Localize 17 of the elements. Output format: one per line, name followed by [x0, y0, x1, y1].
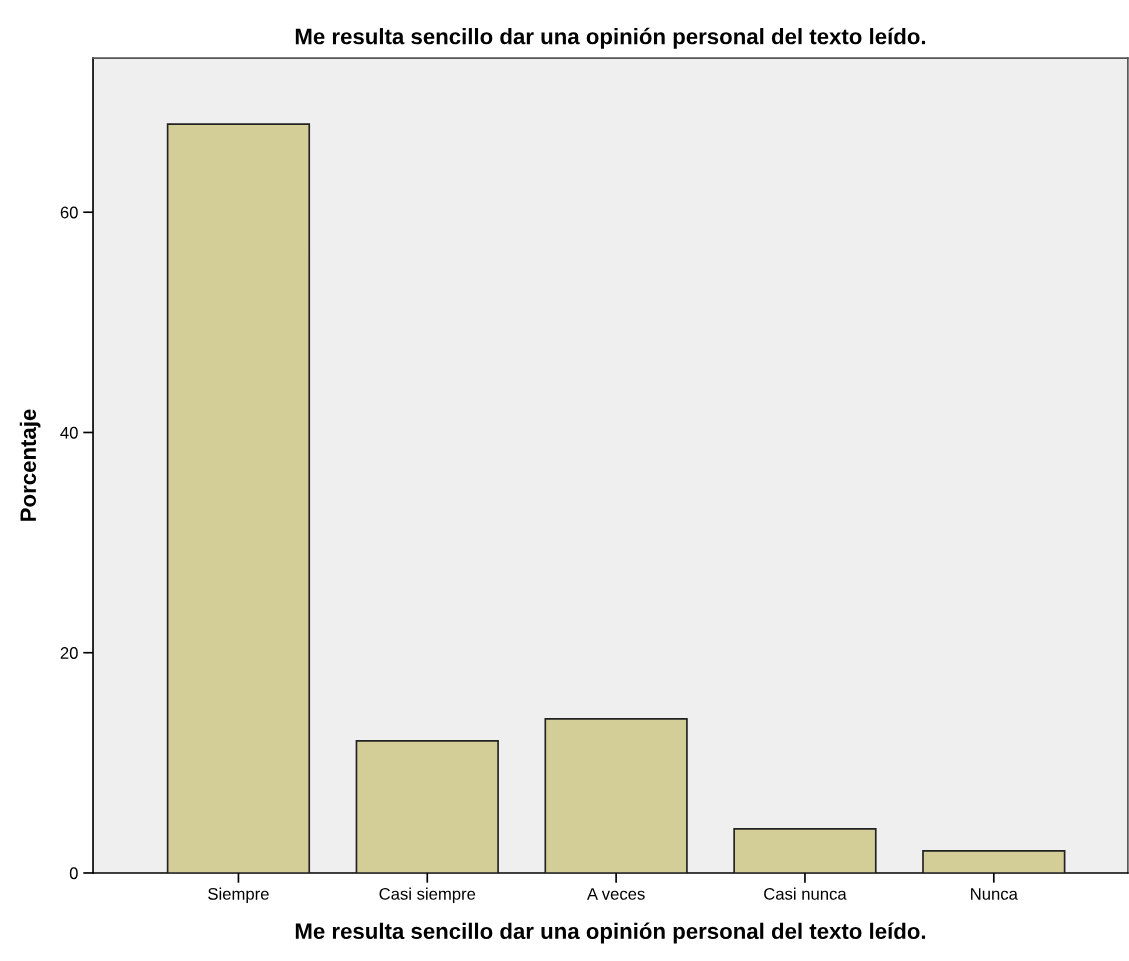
y-tick-label: 60: [60, 206, 78, 219]
x-tick-label: Siempre: [208, 887, 269, 904]
x-tick-label: A veces: [586, 888, 645, 900]
y-tick-label: 0: [69, 867, 78, 880]
bar: [922, 850, 1066, 873]
y-tick-label: 40: [60, 426, 78, 439]
bar: [544, 717, 688, 873]
bar: [733, 828, 877, 873]
x-tick-label: Casi nunca: [764, 887, 847, 900]
y-tick-label: 20: [60, 647, 78, 659]
bar: [355, 739, 499, 873]
x-tick-label: Casi siempre: [379, 887, 476, 904]
x-axis-title: Me resulta sencillo dar una opinión personal del texto leído.: [295, 922, 926, 944]
y-axis-title: Porcentaje: [19, 409, 41, 521]
x-tick-label: Nunca: [971, 888, 1018, 900]
chart-title: Me resulta sencillo dar una opinión personal del texto leído.: [295, 27, 926, 49]
bar: [166, 123, 311, 873]
